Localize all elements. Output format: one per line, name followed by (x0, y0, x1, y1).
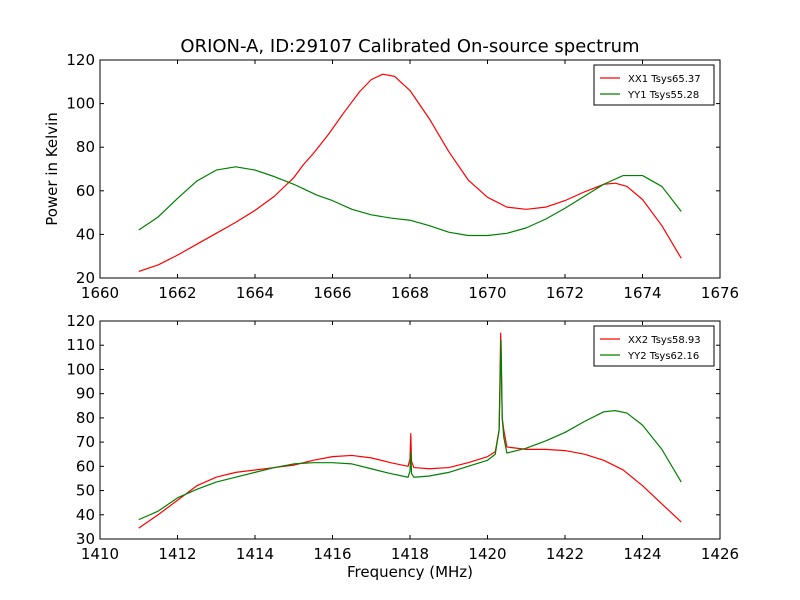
y-tick-label: 50 (76, 482, 95, 500)
x-tick-label: 1410 (81, 545, 119, 563)
x-tick-label: 1418 (391, 545, 429, 563)
y-tick-label: 70 (76, 433, 95, 451)
y-tick-label: 110 (66, 336, 95, 354)
y-tick-label: 120 (66, 312, 95, 330)
subplot-2: 1410 1412 1414 1416 1418 1420 1422 1424 1426 30 40… (66, 312, 739, 581)
legend-label: YY2 Tsys62.16 (627, 351, 699, 362)
legend: XX1 Tsys65.37 YY1 Tsys55.28 (593, 64, 715, 106)
y-tick-label: 80 (76, 409, 95, 427)
x-tick-label: 1426 (701, 545, 739, 563)
y-tick-label: 30 (76, 530, 95, 548)
y-tick-label: 60 (76, 182, 95, 200)
y-tick-label: 60 (76, 457, 95, 475)
y-tick-label: 40 (76, 225, 95, 243)
x-tick-label: 1664 (236, 284, 274, 302)
y-tick-label: 80 (76, 138, 95, 156)
y-tick-label: 120 (66, 51, 95, 69)
x-tick-label: 1420 (468, 545, 506, 563)
y-tick-label: 100 (66, 360, 95, 378)
x-tick-label: 1660 (81, 284, 119, 302)
series-line-1-2 (138, 166, 682, 237)
x-tick-label: 1668 (391, 284, 429, 302)
x-tick-label: 1670 (468, 284, 506, 302)
series-line-2-1 (138, 332, 682, 529)
subplot-1: 1660 1662 1664 1666 1668 1670 1672 1674 1676 20 40… (43, 51, 739, 302)
series-line-2-2 (138, 339, 682, 521)
legend-box (593, 325, 715, 367)
x-tick-label: 1424 (623, 545, 661, 563)
x-tick-label: 1416 (313, 545, 351, 563)
legend: XX2 Tsys58.93 YY2 Tsys62.16 (593, 325, 715, 367)
y-tick-label: 40 (76, 506, 95, 524)
legend-label: YY1 Tsys55.28 (627, 90, 699, 101)
x-axis-label: Frequency (MHz) (347, 563, 473, 581)
x-tick-label: 1414 (236, 545, 274, 563)
x-tick-label: 1672 (546, 284, 584, 302)
legend-label: XX1 Tsys65.37 (628, 74, 701, 85)
chart-title: ORION-A, ID:29107 Calibrated On-source s… (180, 36, 639, 57)
y-tick-label: 20 (76, 269, 95, 287)
series-line-1-1 (138, 73, 682, 273)
y-tick-label: 100 (66, 95, 95, 113)
x-tick-label: 1674 (623, 284, 661, 302)
x-tick-label: 1666 (313, 284, 351, 302)
legend-label: XX2 Tsys58.93 (628, 335, 701, 346)
x-tick-label: 1676 (701, 284, 739, 302)
y-tick-label: 90 (76, 385, 95, 403)
legend-box (593, 64, 715, 106)
y-axis-label: Power in Kelvin (43, 112, 61, 226)
x-tick-label: 1422 (546, 545, 584, 563)
x-tick-label: 1412 (158, 545, 196, 563)
plots: 1660 1662 1664 1666 1668 1670 1672 1674 1676 20 40… (43, 51, 739, 581)
x-tick-label: 1662 (158, 284, 196, 302)
